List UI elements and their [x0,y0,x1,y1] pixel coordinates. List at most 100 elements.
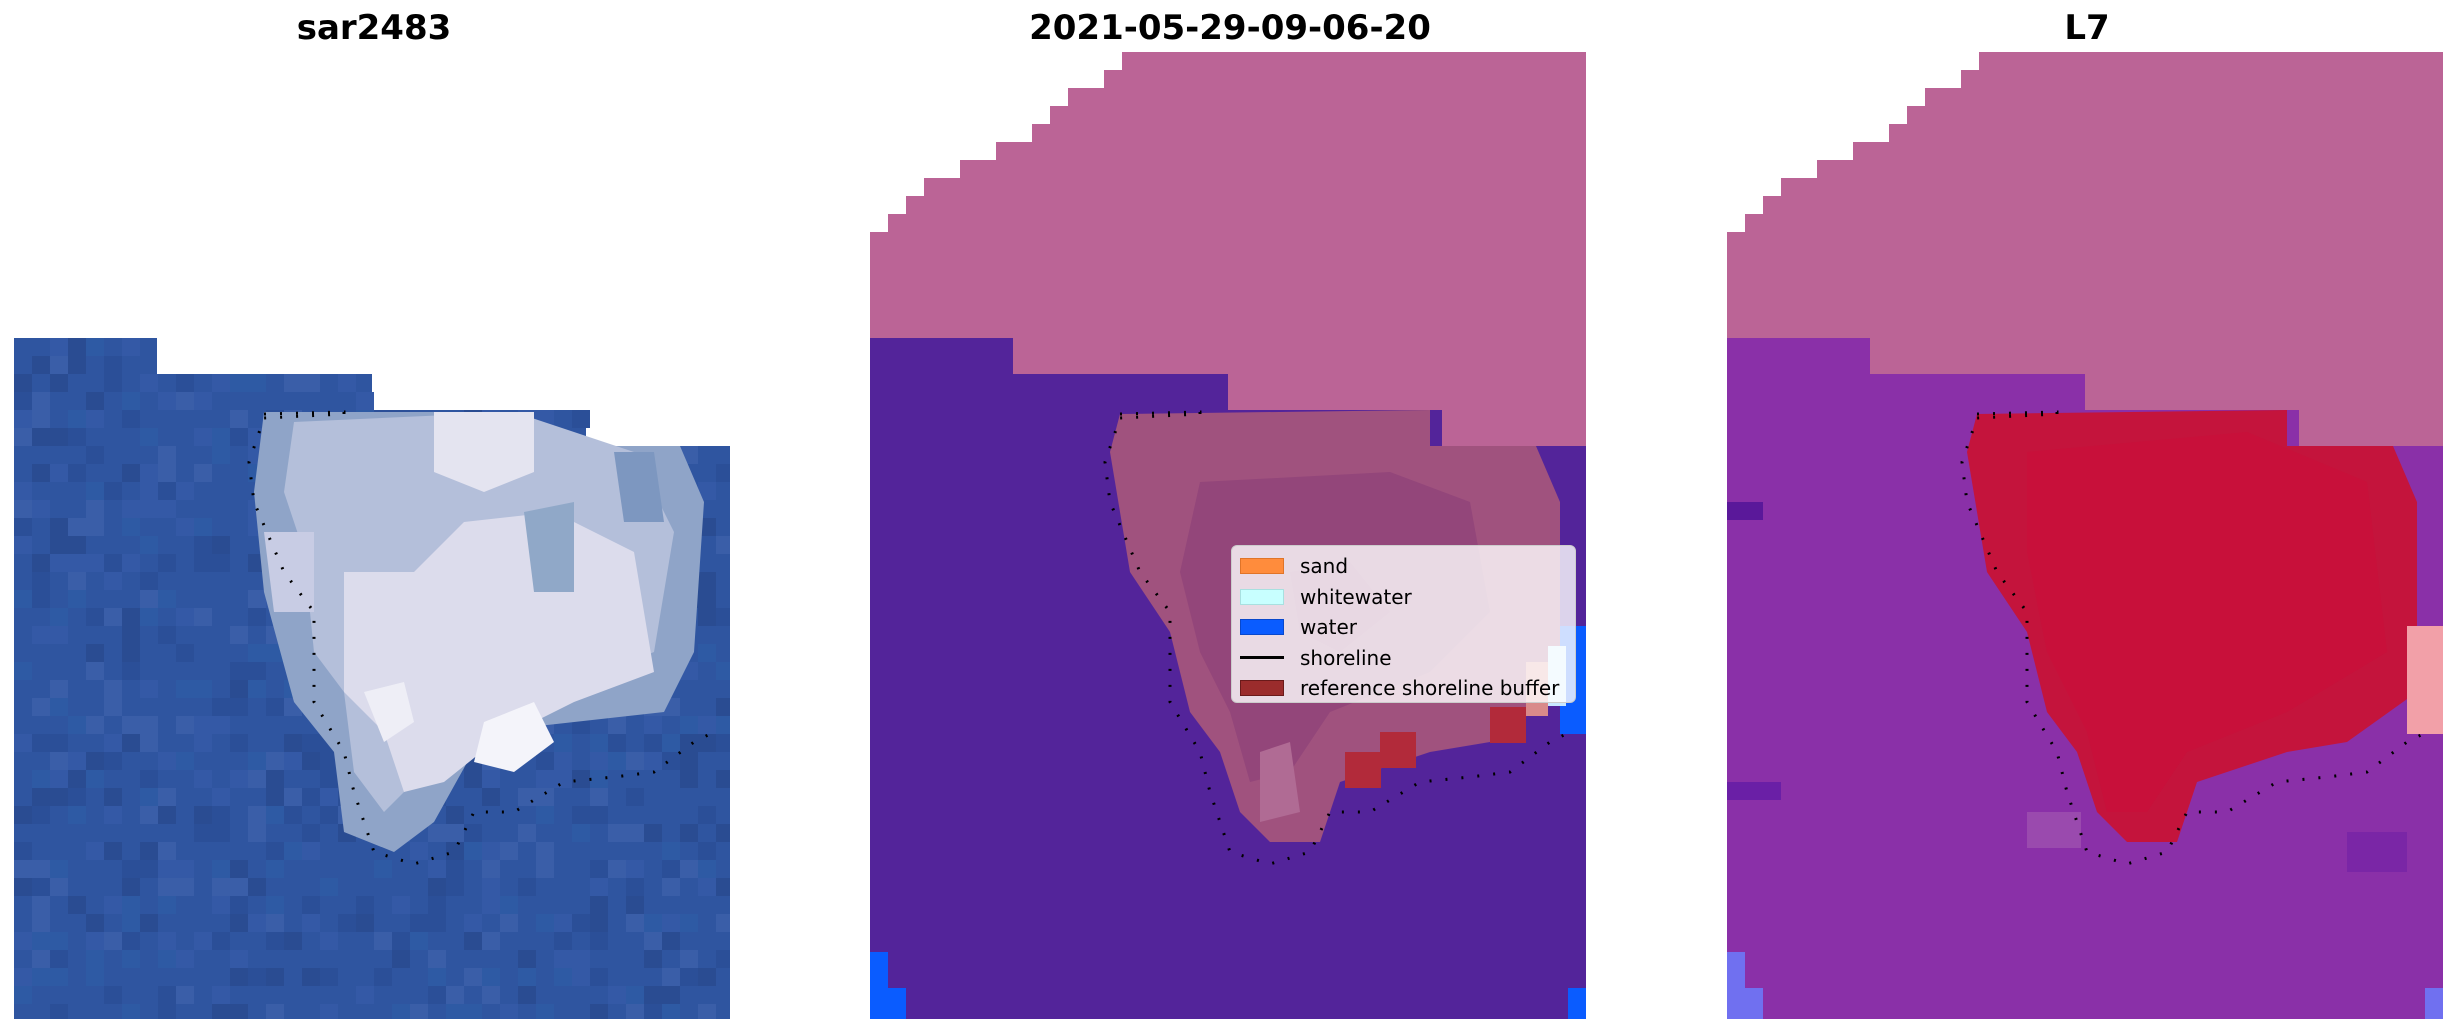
ocean-pixel [212,878,230,896]
ocean-pixel [140,464,158,482]
ocean-pixel [212,1004,230,1019]
ocean-pixel [590,806,608,824]
ocean-pixel [572,914,590,932]
ocean-pixel [104,932,122,950]
ocean-pixel [194,554,212,572]
ocean-pixel [50,698,68,716]
ocean-pixel [302,824,320,842]
ocean-pixel [518,824,536,842]
ocean-pixel [446,878,464,896]
ocean-pixel [410,842,428,860]
ocean-pixel [50,536,68,554]
ocean-pixel [338,914,356,932]
ocean-pixel [212,716,230,734]
sand-swatch [1240,558,1284,575]
ocean-pixel [212,896,230,914]
ocean-pixel [86,914,104,932]
ocean-pixel [590,788,608,806]
ocean-pixel [536,860,554,878]
ocean-pixel [140,482,158,500]
ocean-pixel [158,860,176,878]
ocean-pixel [194,608,212,626]
ocean-pixel [248,806,266,824]
legend-label-shoreline: shoreline [1300,645,1392,670]
ocean-pixel [428,914,446,932]
ocean-pixel [698,716,716,734]
ocean-pixel [716,536,730,554]
ocean-pixel [68,554,86,572]
ocean-pixel [50,464,68,482]
ocean-pixel [698,1004,716,1019]
ocean-pixel [212,536,230,554]
ocean-pixel [122,500,140,518]
ocean-pixel [554,914,572,932]
ocean-pixel [140,680,158,698]
ocean-pixel [464,842,482,860]
ocean-pixel [320,752,338,770]
ocean-pixel [482,986,500,1004]
ocean-pixel [50,338,68,356]
ocean-pixel [122,896,140,914]
ocean-pixel [68,788,86,806]
ocean-pixel [122,464,140,482]
ocean-pixel [428,950,446,968]
ocean-pixel [32,626,50,644]
ocean-pixel [122,644,140,662]
ocean-pixel [482,842,500,860]
ocean-pixel [662,878,680,896]
ocean-pixel [680,860,698,878]
ocean-pixel [536,752,554,770]
ocean-pixel [176,950,194,968]
ocean-pixel [356,896,374,914]
ocean-pixel [698,482,716,500]
ocean-pixel [608,752,626,770]
whitewater-swatch [1240,588,1284,605]
ocean-pixel [266,752,284,770]
ocean-pixel [176,680,194,698]
ocean-pixel [176,518,194,536]
ocean-pixel [140,590,158,608]
ocean-pixel [176,752,194,770]
legend-item-water: water [1240,612,1567,643]
ocean-pixel [590,752,608,770]
ocean-pixel [212,986,230,1004]
ocean-pixel [104,842,122,860]
ocean-pixel [14,590,32,608]
ocean-pixel [140,770,158,788]
ocean-pixel [194,464,212,482]
ocean-pixel [14,734,32,752]
ocean-pixel [50,752,68,770]
ocean-pixel [716,770,730,788]
ocean-pixel [158,806,176,824]
ocean-pixel [212,788,230,806]
ocean-pixel [572,770,590,788]
ocean-pixel [248,374,266,392]
ocean-pixel [680,734,698,752]
ocean-pixel [716,662,730,680]
ocean-pixel [50,770,68,788]
ocean-pixel [176,392,194,410]
ocean-pixel [230,734,248,752]
legend-label-whitewater: whitewater [1300,584,1412,609]
ocean-pixel [122,626,140,644]
ocean-pixel [716,824,730,842]
ocean-pixel [176,716,194,734]
ocean-pixel [176,482,194,500]
ocean-pixel [176,878,194,896]
ocean-pixel [644,986,662,1004]
rgb-image-panel [14,52,730,1019]
ocean-pixel [140,734,158,752]
ocean-pixel [590,914,608,932]
ocean-pixel [230,698,248,716]
panel-title-1: sar2483 [296,8,452,48]
ocean-pixel [284,806,302,824]
ocean-pixel [320,932,338,950]
ocean-pixel [320,788,338,806]
ocean-pixel [32,932,50,950]
ocean-pixel [680,950,698,968]
probability-image-panel [1727,52,2443,1019]
ocean-pixel [86,500,104,518]
ocean-pixel [464,1004,482,1019]
ocean-pixel [86,932,104,950]
ocean-pixel [14,410,32,428]
